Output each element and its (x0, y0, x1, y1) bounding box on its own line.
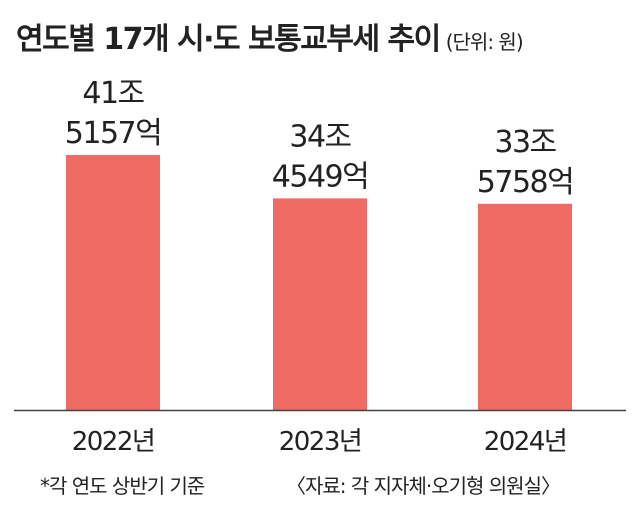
value-label: 5157억 (65, 116, 161, 151)
value-label: 5758억 (477, 165, 573, 200)
bar-2024년 (478, 203, 572, 410)
value-label: 33조 (494, 125, 556, 160)
source-credit: 〈자료: 각 지자체·오기형 의원실〉 (286, 474, 561, 498)
value-label: 34조 (289, 119, 351, 154)
chart-title: 연도별 17개 시·도 보통교부세 추이 (단위: 원) (16, 14, 524, 58)
footnote: *각 연도 상반기 기준 (40, 474, 205, 498)
value-label: 41조 (82, 76, 144, 111)
value-label: 4549억 (272, 159, 368, 194)
x-tick-label: 2024년 (484, 427, 567, 457)
x-tick-label: 2023년 (279, 427, 362, 457)
x-tick-label: 2022년 (72, 427, 155, 457)
bar-2022년 (66, 155, 160, 410)
title-text: 연도별 17개 시·도 보통교부세 추이 (16, 22, 441, 57)
bar-2023년 (273, 198, 367, 410)
unit-label: (단위: 원) (445, 30, 524, 54)
